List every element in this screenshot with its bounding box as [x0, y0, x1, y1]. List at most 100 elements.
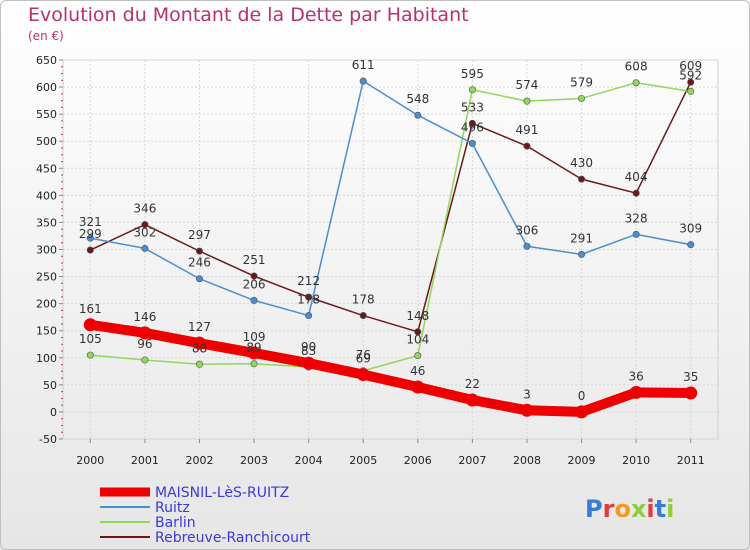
data-label: 491	[516, 123, 539, 137]
legend-label: Ruitz	[155, 500, 190, 516]
series-lines	[83, 77, 698, 419]
data-label: 346	[133, 202, 156, 216]
data-label: 178	[352, 293, 375, 307]
data-label: 574	[516, 78, 539, 92]
data-point	[414, 111, 422, 119]
data-point	[305, 293, 313, 301]
data-labels: 161 146 127 109 90 69 46 22 3 0 36 35 321 302 246 206 17…	[79, 58, 702, 403]
data-label: 533	[461, 100, 484, 114]
data-point	[411, 380, 425, 394]
data-point	[578, 94, 586, 102]
data-label: 251	[243, 253, 266, 267]
data-point	[86, 351, 94, 359]
data-point	[520, 403, 534, 417]
data-label: 246	[188, 256, 211, 270]
data-label: 83	[301, 344, 316, 358]
series-line-2	[90, 81, 691, 372]
data-label: 297	[188, 228, 211, 242]
legend-label: Rebreuve-Ranchicourt	[155, 530, 311, 546]
data-point	[468, 119, 476, 127]
y-tick-label: 400	[36, 189, 57, 202]
y-tick-label: 250	[36, 271, 57, 284]
data-point	[687, 87, 695, 95]
legend: MAISNIL-LèS-RUITZRuitzBarlinRebreuve-Ran…	[100, 485, 311, 546]
data-label: 69	[356, 352, 371, 366]
y-tick-label: 0	[50, 406, 57, 419]
data-label: 430	[570, 156, 593, 170]
data-label: 178	[297, 293, 320, 307]
x-tick-label: 2010	[622, 454, 650, 467]
data-point	[356, 368, 370, 382]
axes: -500501001502002503003504004505005506006…	[36, 54, 705, 467]
series-line-1	[90, 80, 691, 317]
data-point	[468, 139, 476, 147]
data-point	[250, 296, 258, 304]
y-tick-label: -50	[39, 433, 57, 446]
data-label: 22	[465, 377, 480, 391]
data-label: 161	[79, 302, 102, 316]
x-tick-label: 2002	[185, 454, 213, 467]
data-point	[141, 221, 149, 229]
data-point	[83, 318, 97, 332]
data-label: 321	[79, 215, 102, 229]
data-label: 146	[133, 310, 156, 324]
y-tick-label: 650	[36, 54, 57, 67]
x-tick-label: 2008	[513, 454, 541, 467]
chart-title: Evolution du Montant de la Dette par Hab…	[28, 4, 469, 26]
data-label: 299	[79, 227, 102, 241]
x-tick-label: 2004	[295, 454, 323, 467]
data-label: 89	[246, 341, 261, 355]
y-tick-label: 100	[36, 352, 57, 365]
data-point	[195, 360, 203, 368]
data-label: 404	[625, 170, 648, 184]
data-label: 306	[516, 223, 539, 237]
y-tick-label: 300	[36, 244, 57, 257]
x-tick-label: 2003	[240, 454, 268, 467]
data-label: 105	[79, 332, 102, 346]
data-point	[195, 247, 203, 255]
data-label: 0	[578, 389, 586, 403]
data-label: 328	[625, 211, 648, 225]
y-tick-label: 550	[36, 108, 57, 121]
data-point	[250, 360, 258, 368]
data-label: 548	[406, 92, 429, 106]
data-point	[414, 328, 422, 336]
x-tick-label: 2001	[131, 454, 159, 467]
data-point	[359, 77, 367, 85]
data-label: 309	[679, 222, 702, 236]
data-label: 46	[410, 364, 425, 378]
data-point	[250, 272, 258, 280]
data-point	[86, 246, 94, 254]
data-point	[632, 230, 640, 238]
data-point	[247, 346, 261, 360]
x-tick-label: 2011	[677, 454, 705, 467]
y-tick-label: 600	[36, 81, 57, 94]
data-label: 611	[352, 58, 375, 72]
data-label: 148	[406, 309, 429, 323]
data-label: 579	[570, 75, 593, 89]
series-line-0	[89, 319, 691, 417]
data-label: 206	[243, 277, 266, 291]
data-label: 36	[628, 369, 643, 383]
x-tick-label: 2000	[76, 454, 104, 467]
data-label: 104	[406, 333, 429, 347]
y-tick-label: 200	[36, 298, 57, 311]
data-point	[468, 86, 476, 94]
x-tick-label: 2009	[568, 454, 596, 467]
data-point	[578, 175, 586, 183]
data-point	[465, 393, 479, 407]
data-label: 90	[301, 340, 316, 354]
data-label: 212	[297, 274, 320, 288]
data-label: 291	[570, 231, 593, 245]
data-label: 302	[133, 225, 156, 239]
data-point	[138, 326, 152, 340]
data-label: 96	[137, 337, 152, 351]
y-tick-label: 350	[36, 216, 57, 229]
data-label: 496	[461, 120, 484, 134]
unit-label: (en €)	[28, 29, 64, 43]
legend-label: MAISNIL-LèS-RUITZ	[155, 485, 289, 501]
data-point	[302, 356, 316, 370]
data-label: 595	[461, 67, 484, 81]
y-tick-label: 500	[36, 135, 57, 148]
